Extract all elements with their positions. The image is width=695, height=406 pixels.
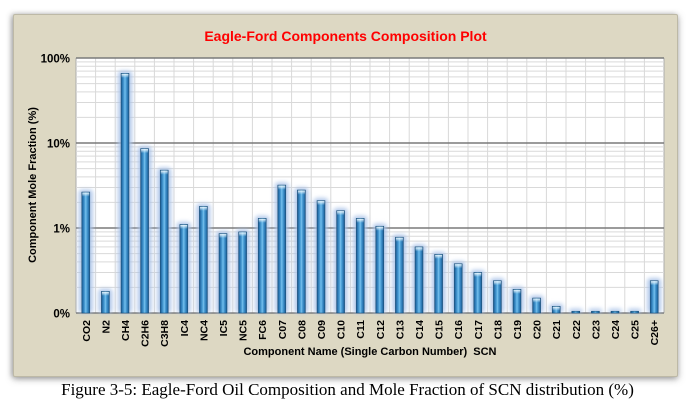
bar bbox=[375, 225, 385, 314]
bar-cap-highlight bbox=[474, 272, 482, 277]
bar-cap-highlight bbox=[258, 218, 266, 223]
x-tick-label: C13 bbox=[394, 320, 406, 339]
bar-cap-highlight bbox=[356, 218, 364, 223]
x-tick-label: FC6 bbox=[257, 320, 269, 340]
x-tick-label: C18 bbox=[492, 320, 504, 339]
x-tick-label: C10 bbox=[336, 320, 348, 339]
bar bbox=[218, 233, 228, 314]
bar bbox=[81, 191, 91, 314]
bar bbox=[591, 310, 600, 314]
bar bbox=[179, 224, 189, 314]
bar-cap-highlight bbox=[395, 237, 403, 242]
bar bbox=[571, 310, 581, 314]
x-tick-label: IC4 bbox=[179, 320, 191, 337]
bar-cap-highlight bbox=[376, 226, 384, 231]
y-tick-label: 1% bbox=[53, 224, 70, 236]
bar bbox=[434, 254, 443, 314]
x-tick-label: C24 bbox=[610, 320, 622, 339]
bar-cap-highlight bbox=[317, 201, 325, 206]
x-tick-label: C15 bbox=[434, 320, 446, 339]
bar bbox=[238, 231, 247, 314]
x-tick-label: CH4 bbox=[120, 320, 132, 341]
bar bbox=[512, 289, 522, 314]
x-tick-label: IC5 bbox=[218, 320, 230, 337]
x-tick-label: C26+ bbox=[649, 320, 661, 345]
bar bbox=[453, 263, 463, 314]
bar bbox=[493, 280, 502, 314]
bar-cap-highlight bbox=[493, 281, 501, 286]
x-tick-label: C23 bbox=[590, 320, 602, 339]
x-tick-label: N2 bbox=[100, 320, 112, 334]
bar-cap-highlight bbox=[180, 224, 188, 229]
bar-cap-highlight bbox=[513, 289, 521, 294]
x-tick-label: C12 bbox=[375, 320, 387, 339]
x-axis-title: Component Name (Single Carbon Number) SC… bbox=[243, 346, 497, 358]
bar bbox=[473, 272, 483, 314]
chart-title: Eagle-Ford Components Composition Plot bbox=[204, 28, 487, 44]
bar-cap-highlight bbox=[141, 149, 149, 154]
bar-cap-highlight bbox=[454, 264, 462, 269]
bar-cap-highlight bbox=[160, 170, 168, 175]
chart-object: 0% 1% 10% 100% CO2 N2 CH4 C2H6 C3H8 IC4 NC4 IC5 NC5 F… bbox=[13, 14, 678, 377]
bar bbox=[532, 297, 541, 314]
bar-cap-highlight bbox=[239, 232, 247, 237]
x-tick-label: C25 bbox=[630, 320, 642, 339]
bar bbox=[336, 210, 345, 314]
x-tick-label: C21 bbox=[551, 320, 563, 339]
bar bbox=[316, 200, 326, 314]
x-tick-label: C17 bbox=[473, 320, 485, 339]
y-tick-label: 100% bbox=[41, 54, 70, 66]
x-tick-label: C09 bbox=[316, 320, 328, 339]
bar bbox=[101, 291, 110, 314]
bar-cap-highlight bbox=[650, 281, 658, 286]
bar-cap-highlight bbox=[278, 185, 286, 190]
bar bbox=[297, 189, 306, 314]
y-axis-title: Component Mole Fraction (%) bbox=[27, 107, 39, 263]
x-tick-label: C19 bbox=[512, 320, 524, 339]
bar bbox=[414, 246, 424, 314]
bar bbox=[610, 310, 620, 314]
bar bbox=[199, 206, 208, 314]
bar bbox=[355, 218, 365, 314]
bar-cap-highlight bbox=[297, 190, 305, 195]
bar-cap-highlight bbox=[199, 206, 207, 211]
x-tick-label: C2H6 bbox=[140, 320, 152, 347]
x-tick-label: C11 bbox=[355, 320, 367, 339]
bar bbox=[277, 184, 287, 314]
bar bbox=[120, 73, 130, 314]
x-tick-label: NC5 bbox=[238, 320, 250, 341]
y-tick-label: 10% bbox=[47, 139, 70, 151]
x-tick-label: C16 bbox=[453, 320, 465, 339]
bar bbox=[630, 310, 639, 314]
bar bbox=[649, 280, 659, 314]
x-tick-label: C14 bbox=[414, 320, 426, 339]
plot-area: 0% 1% 10% 100% CO2 N2 CH4 C2H6 C3H8 IC4 NC4 IC5 NC5 F… bbox=[41, 54, 665, 347]
x-tick-label: CO2 bbox=[81, 320, 93, 342]
x-tick-label: C3H8 bbox=[159, 320, 171, 347]
bar-cap-highlight bbox=[219, 234, 227, 239]
bar bbox=[140, 148, 149, 314]
bar bbox=[257, 218, 267, 314]
x-tick-label: C20 bbox=[532, 320, 544, 339]
bar-cap-highlight bbox=[101, 291, 109, 296]
bar-cap-highlight bbox=[533, 298, 541, 303]
x-tick-label: C07 bbox=[277, 320, 289, 339]
x-tick-label: C08 bbox=[296, 320, 308, 339]
bar-cap-highlight bbox=[121, 73, 129, 78]
bar-cap-highlight bbox=[552, 306, 560, 311]
x-tick-label: NC4 bbox=[198, 320, 210, 341]
bar bbox=[395, 236, 404, 314]
x-tick-label: C22 bbox=[571, 320, 583, 339]
bar-cap-highlight bbox=[415, 247, 423, 252]
figure-caption: Figure 3-5: Eagle-Ford Oil Composition a… bbox=[61, 380, 634, 399]
bar bbox=[159, 169, 169, 314]
bar-cap-highlight bbox=[82, 192, 90, 197]
bar-cap-highlight bbox=[435, 254, 443, 259]
y-tick-label: 0% bbox=[53, 309, 70, 321]
bar-cap-highlight bbox=[337, 211, 345, 216]
